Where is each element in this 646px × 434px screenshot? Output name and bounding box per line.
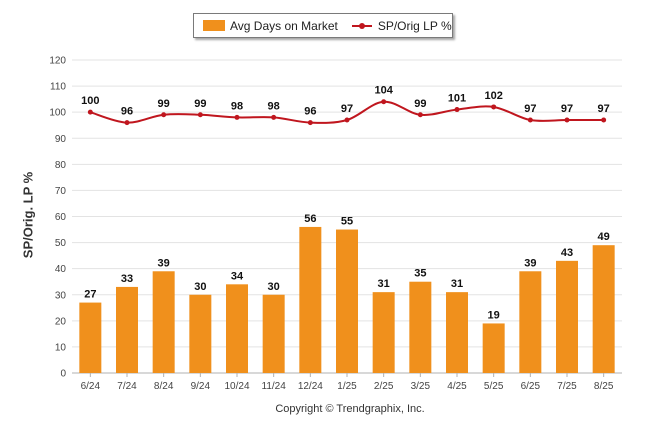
bar-data-label: 33 — [121, 273, 133, 285]
line-data-label: 97 — [524, 103, 536, 115]
bar[interactable] — [592, 245, 615, 373]
y-tick-label: 10 — [55, 342, 67, 353]
y-axis-title: SP/Orig. LP % — [20, 171, 36, 259]
x-tick-label: 6/24 — [81, 381, 101, 392]
bar-data-label: 55 — [341, 216, 353, 228]
bar[interactable] — [519, 271, 542, 373]
line-data-label: 99 — [158, 98, 170, 110]
y-tick-label: 120 — [49, 56, 66, 67]
x-tick-label: 10/24 — [224, 381, 249, 392]
bar-data-label: 30 — [194, 281, 206, 293]
x-tick-label: 1/25 — [337, 381, 357, 392]
legend-bar-swatch — [203, 20, 225, 31]
y-tick-label: 90 — [55, 134, 67, 145]
legend-bar-label: Avg Days on Market — [230, 18, 338, 33]
line-point[interactable] — [454, 107, 460, 113]
bar-data-label: 30 — [268, 281, 280, 293]
x-tick-label: 6/25 — [521, 381, 541, 392]
line-data-label: 97 — [341, 103, 353, 115]
bar-data-label: 39 — [158, 257, 170, 269]
line-data-label: 104 — [374, 85, 393, 97]
y-tick-label: 60 — [55, 212, 67, 223]
line-data-label: 102 — [484, 90, 502, 102]
bar-data-label: 31 — [378, 278, 390, 290]
line-point[interactable] — [87, 109, 93, 115]
bar-data-label: 34 — [231, 270, 244, 282]
line-point[interactable] — [381, 99, 387, 105]
x-tick-label: 3/25 — [411, 381, 431, 392]
line-point[interactable] — [491, 104, 497, 110]
line-point[interactable] — [601, 117, 607, 123]
line-data-label: 100 — [81, 95, 99, 107]
y-tick-label: 70 — [55, 186, 67, 197]
bar[interactable] — [152, 271, 175, 373]
line-point[interactable] — [271, 114, 277, 120]
bar[interactable] — [336, 229, 358, 373]
y-tick-label: 100 — [49, 108, 66, 119]
bar-data-label: 31 — [451, 278, 463, 290]
line-point[interactable] — [197, 112, 203, 118]
bar-data-label: 49 — [598, 231, 610, 243]
bar[interactable] — [262, 294, 285, 373]
legend-item-line[interactable]: SP/Orig LP % — [351, 18, 452, 33]
line-point[interactable] — [234, 114, 240, 120]
x-tick-label: 9/24 — [191, 381, 211, 392]
x-tick-label: 7/25 — [557, 381, 577, 392]
x-tick-label: 2/25 — [374, 381, 394, 392]
line-data-label: 97 — [598, 103, 610, 115]
legend-line-label: SP/Orig LP % — [377, 18, 452, 33]
bar-data-label: 56 — [304, 213, 316, 225]
bar-data-label: 27 — [84, 289, 96, 301]
x-tick-label: 4/25 — [447, 381, 467, 392]
line-point[interactable] — [564, 117, 570, 123]
y-tick-label: 50 — [55, 238, 67, 249]
line-data-label: 96 — [121, 106, 133, 118]
line-point[interactable] — [527, 117, 533, 123]
bar-data-label: 39 — [524, 257, 536, 269]
copyright-text: Copyright © Trendgraphix, Inc. — [275, 403, 425, 415]
bar[interactable] — [79, 302, 102, 373]
line-point[interactable] — [161, 112, 167, 118]
y-tick-label: 20 — [55, 316, 67, 327]
bar-data-label: 19 — [488, 309, 500, 321]
bar[interactable] — [409, 281, 432, 373]
bar[interactable] — [116, 286, 138, 373]
bar-data-label: 35 — [414, 268, 426, 280]
line-point[interactable] — [344, 117, 350, 123]
y-tick-label: 80 — [55, 160, 67, 171]
line-point[interactable] — [307, 120, 313, 126]
x-tick-label: 7/24 — [117, 381, 137, 392]
legend-line-swatch — [351, 22, 372, 29]
x-tick-label: 11/24 — [262, 381, 287, 392]
y-tick-label: 0 — [60, 369, 66, 380]
x-tick-label: 8/24 — [154, 381, 174, 392]
bar[interactable] — [372, 292, 395, 373]
line-point[interactable] — [124, 120, 130, 126]
x-tick-label: 5/25 — [484, 381, 504, 392]
x-tick-label: 12/24 — [298, 381, 323, 392]
legend: Avg Days on Market SP/Orig LP % — [193, 13, 453, 38]
bar[interactable] — [226, 284, 248, 373]
y-tick-label: 40 — [55, 264, 67, 275]
line-data-label: 96 — [304, 106, 316, 118]
bar[interactable] — [446, 292, 468, 373]
bar[interactable] — [556, 260, 578, 373]
bar[interactable] — [299, 226, 322, 373]
legend-item-bar[interactable]: Avg Days on Market — [203, 19, 338, 33]
bar[interactable] — [189, 294, 212, 373]
line-data-label: 99 — [194, 98, 206, 110]
bar[interactable] — [482, 323, 505, 373]
line-data-label: 97 — [561, 103, 573, 115]
line-data-label: 99 — [414, 98, 426, 110]
x-tick-label: 8/25 — [594, 381, 614, 392]
line-data-label: 101 — [448, 93, 466, 105]
line-data-label: 98 — [268, 100, 280, 112]
line-data-label: 98 — [231, 100, 243, 112]
bar-data-label: 43 — [561, 247, 573, 259]
line-point[interactable] — [417, 112, 423, 118]
y-tick-label: 30 — [55, 290, 67, 301]
y-tick-label: 110 — [50, 82, 66, 93]
